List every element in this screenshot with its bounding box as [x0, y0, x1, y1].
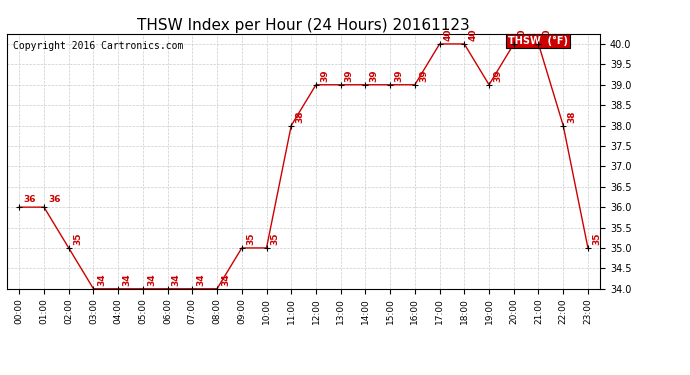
- Text: Copyright 2016 Cartronics.com: Copyright 2016 Cartronics.com: [13, 41, 184, 51]
- Text: 40: 40: [469, 28, 477, 41]
- Text: 38: 38: [295, 110, 304, 123]
- Text: 36: 36: [23, 195, 36, 204]
- Text: 34: 34: [147, 273, 156, 286]
- Text: 34: 34: [197, 273, 206, 286]
- Text: 34: 34: [172, 273, 181, 286]
- Text: 36: 36: [48, 195, 61, 204]
- Text: 39: 39: [370, 69, 379, 82]
- Title: THSW Index per Hour (24 Hours) 20161123: THSW Index per Hour (24 Hours) 20161123: [137, 18, 470, 33]
- Text: 35: 35: [73, 232, 82, 245]
- Text: 39: 39: [394, 69, 403, 82]
- Text: THSW  (°F): THSW (°F): [509, 36, 569, 46]
- Text: 35: 35: [270, 232, 279, 245]
- Text: 34: 34: [97, 273, 106, 286]
- Text: 39: 39: [493, 69, 502, 82]
- Text: 40: 40: [518, 28, 527, 41]
- Text: 40: 40: [542, 28, 551, 41]
- Text: 34: 34: [221, 273, 230, 286]
- Text: 35: 35: [246, 232, 255, 245]
- Text: 39: 39: [345, 69, 354, 82]
- Text: 40: 40: [444, 28, 453, 41]
- Text: 39: 39: [419, 69, 428, 82]
- Text: 35: 35: [592, 232, 601, 245]
- Text: 34: 34: [122, 273, 131, 286]
- Text: 39: 39: [320, 69, 329, 82]
- Text: 38: 38: [567, 110, 576, 123]
